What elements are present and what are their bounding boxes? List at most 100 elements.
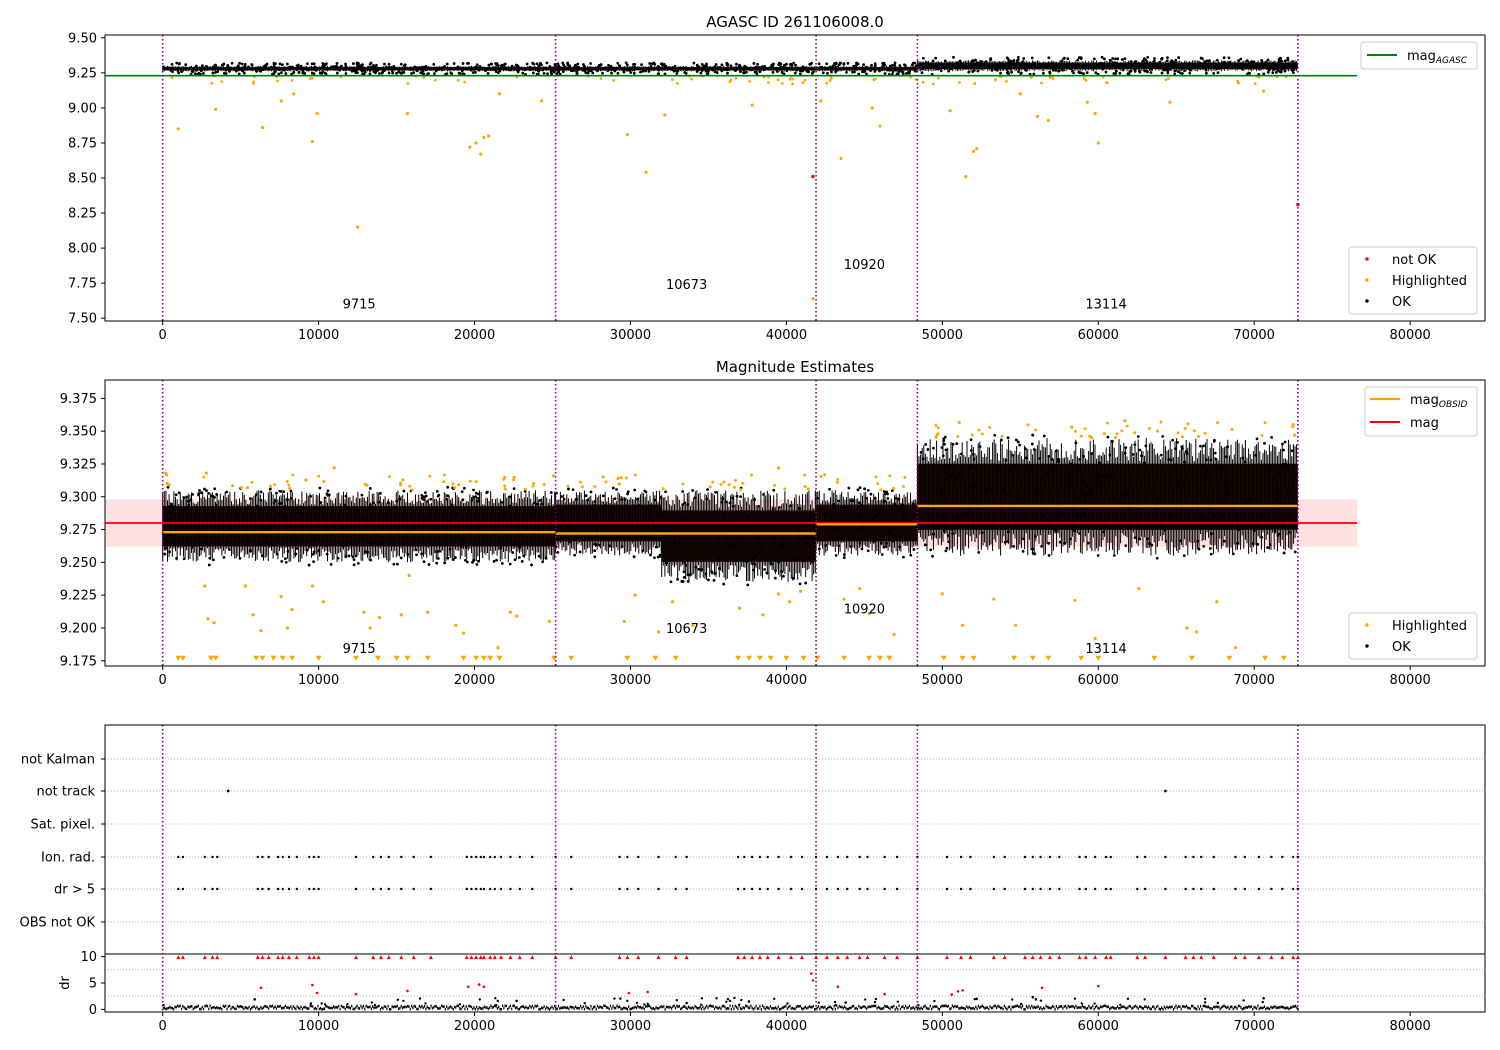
ok-point [865,519,869,523]
highlighted-point [454,623,458,627]
ok-point [530,505,533,509]
ok-point [941,516,944,519]
ok-point [1271,61,1275,65]
off-scale-marker [253,655,260,661]
ok-point [1152,62,1156,65]
ok-point [728,501,732,505]
ok-point [295,539,299,543]
ok-point [352,563,356,567]
ok-point [263,506,267,510]
x-tick-label: 0 [159,1019,167,1034]
off-scale-marker [487,655,494,661]
ok-point [838,61,842,65]
highlighted-point [934,423,938,427]
ok-point [412,542,416,545]
dr-gt-5-point [267,887,270,891]
off-scale-marker [279,655,286,661]
ok-point [1274,71,1278,74]
ok-point [1148,542,1151,545]
highlighted-point [252,82,255,85]
ok-point [566,63,570,67]
ok-point [1133,443,1137,447]
ok-point [557,526,561,529]
ok-point [657,68,661,72]
ok-point [1261,62,1264,66]
ion-rad-point [261,855,264,859]
x-tick-label: 50000 [922,1019,963,1034]
ok-point [575,71,579,75]
ok-point [200,66,203,70]
ok-point [1009,59,1013,63]
dr-gt-5-point [766,887,769,891]
ok-point [423,491,427,495]
ion-rad-point [372,855,375,859]
ok-point [883,499,887,503]
ok-point [532,501,536,505]
ok-point [1275,498,1278,502]
highlighted-point [1137,586,1141,591]
ion-rad-point [1093,855,1097,859]
ok-point [1023,447,1027,451]
dr-off-scale-marker [481,955,486,960]
ok-point [1057,514,1061,518]
highlighted-point [287,483,291,487]
dr-gt-5-point [1192,887,1195,891]
dr-point [896,1000,899,1003]
ok-point [1266,58,1270,62]
y-tick-label: 8.75 [68,136,97,151]
dr-off-scale-marker [845,955,850,960]
ok-point [873,69,877,73]
dr-off-scale-marker [1211,955,1216,960]
ok-point [987,465,991,469]
dr-gt-5-point [216,887,219,891]
ok-point [882,490,886,493]
y-tick-label: 8.00 [68,242,97,257]
ok-point [426,72,430,75]
ok-point [739,525,743,529]
highlighted-point [1194,630,1199,634]
ok-point [445,497,449,501]
ok-point [1016,501,1020,505]
highlighted-point [1215,421,1219,425]
ok-point [560,509,564,513]
ok-point [319,66,323,70]
ok-point [943,500,946,503]
ok-point [1085,507,1089,511]
ok-point [931,554,934,558]
ok-point [826,71,829,75]
highlighted-point [748,79,752,83]
x-tick-label: 10000 [298,673,339,688]
ok-point [681,542,685,546]
ok-point [498,69,502,73]
dr-gt-5-point [1164,887,1167,891]
highlighted-point [791,82,794,86]
ok-point [616,67,620,70]
ok-point [536,526,540,530]
ok-point [1031,547,1035,551]
ok-point [562,518,565,522]
y-tick-label: 8.50 [68,172,97,187]
ok-point [366,550,369,554]
dr-point [675,999,679,1002]
ok-point [1260,535,1264,539]
ok-point [1013,66,1017,70]
highlighted-point [291,473,295,477]
ok-point [897,70,901,74]
ok-point [1221,62,1225,65]
ok-point [330,65,333,69]
ok-point [865,496,868,500]
ok-point [1011,453,1015,457]
ok-point [1183,460,1187,464]
ok-point [769,561,773,565]
dr-off-scale-marker [202,955,207,960]
dr-point [619,997,622,1000]
ok-point [858,515,862,519]
ok-point [1216,71,1220,75]
ok-point [1054,514,1058,518]
ok-point [1006,436,1010,440]
ok-point [1040,499,1044,503]
ok-point [1109,475,1113,478]
highlighted-point [442,473,446,477]
dr-gt-5-point [379,887,383,891]
ok-point [275,552,279,556]
